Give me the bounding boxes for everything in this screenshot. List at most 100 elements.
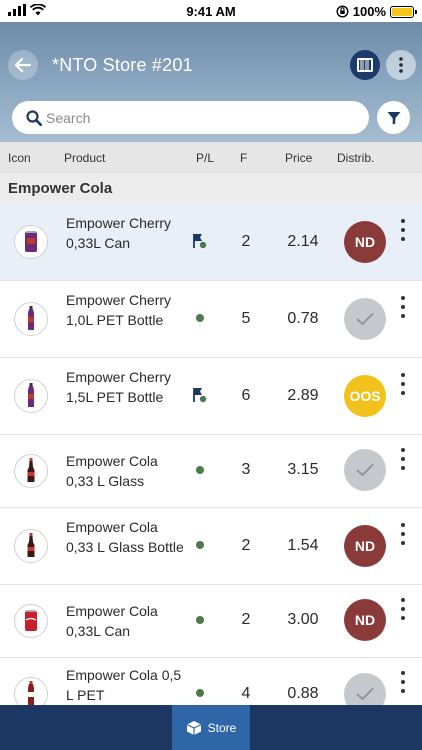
status-bar: 9:41 AM 100% [0, 0, 422, 22]
facings-value: 2 [241, 537, 251, 554]
row-menu-button[interactable] [396, 373, 410, 395]
column-price[interactable]: Price [285, 151, 313, 165]
product-name: Empower Cola 0,33L Can [66, 603, 158, 639]
facings-value: 5 [241, 310, 251, 327]
pl-indicator [192, 386, 208, 406]
battery-percent: 100% [352, 4, 386, 19]
row-menu-button[interactable] [396, 296, 410, 318]
price-value: 2.89 [287, 387, 319, 404]
bottle-icon [28, 383, 34, 407]
header: *NTO Store #201 [0, 22, 422, 142]
product-thumbnail [14, 302, 48, 336]
product-thumbnail [14, 604, 48, 638]
price-value: 2.14 [287, 233, 319, 250]
pl-dot-indicator [196, 314, 204, 322]
wifi-icon [30, 4, 46, 16]
barcode-scan-button[interactable] [350, 50, 380, 80]
glass-bottle-icon [27, 458, 35, 482]
product-name: Empower Cherry 1,0L PET Bottle [66, 292, 172, 328]
signal-icon [8, 4, 26, 16]
bottle-icon [28, 681, 34, 705]
product-name: Empower Cola 0,5 L PET [66, 667, 182, 703]
table-row[interactable]: Empower Cola 0,33L Can 2 3.00 ND [0, 585, 422, 658]
battery-icon [390, 5, 417, 18]
can-icon [25, 610, 37, 631]
back-button[interactable] [8, 50, 38, 80]
table-row[interactable]: Empower Cherry 1,5L PET Bottle 6 2.89 OO… [0, 358, 422, 435]
pl-dot-indicator [196, 689, 204, 697]
pl-indicator [192, 232, 208, 252]
distribution-badge-oos[interactable]: OOS [344, 375, 386, 417]
barcode-icon [357, 58, 373, 72]
product-name: Empower Cola 0,33 L Glass [66, 453, 158, 489]
more-options-button[interactable] [386, 50, 416, 80]
product-thumbnail [14, 529, 48, 563]
column-icon: Icon [8, 151, 31, 165]
clock: 9:41 AM [186, 4, 236, 19]
facings-value: 2 [241, 233, 251, 250]
glass-bottle-icon [27, 533, 35, 557]
search-input[interactable] [46, 109, 346, 126]
tab-store[interactable]: Store [172, 705, 250, 750]
price-value: 3.00 [287, 611, 319, 628]
distribution-badge-check[interactable] [344, 449, 386, 491]
row-menu-button[interactable] [396, 523, 410, 545]
facings-value: 2 [241, 611, 251, 628]
column-product[interactable]: Product [64, 151, 106, 165]
product-name: Empower Cola 0,33 L Glass Bottle [66, 519, 184, 555]
signal-area [8, 4, 46, 16]
row-menu-button[interactable] [396, 448, 410, 470]
product-name: Empower Cherry 0,33L Can [66, 215, 172, 251]
check-icon [356, 313, 374, 325]
search-icon [26, 109, 42, 126]
pl-dot-indicator [196, 541, 204, 549]
table-row[interactable]: Empower Cherry 0,33L Can 2 2.14 ND [0, 204, 422, 281]
distribution-badge-nd[interactable]: ND [344, 221, 386, 263]
price-value: 0.88 [287, 685, 319, 702]
distribution-badge-check[interactable] [344, 298, 386, 340]
flag-icon [193, 234, 207, 249]
column-distrib[interactable]: Distrib. [337, 151, 375, 165]
column-header: Icon Product P/L F Price Distrib. [0, 142, 422, 172]
product-name: Empower Cherry 1,5L PET Bottle [66, 369, 172, 405]
battery-area: 100% [336, 4, 417, 19]
table-row[interactable]: Empower Cola 0,33 L Glass Bottle 2 1.54 … [0, 508, 422, 585]
group-title: Empower Cola [8, 180, 113, 197]
pl-dot-indicator [196, 616, 204, 624]
table-row[interactable]: Empower Cola 0,5 L PET 4 0.88 [0, 658, 422, 705]
orientation-lock-icon [336, 5, 349, 18]
check-icon [356, 464, 374, 476]
table-row[interactable]: Empower Cherry 1,0L PET Bottle 5 0.78 [0, 281, 422, 358]
distribution-badge-check[interactable] [344, 673, 386, 705]
bottom-nav: Store [0, 705, 422, 750]
table-row[interactable]: Empower Cola 0,33 L Glass 3 3.15 [0, 435, 422, 508]
distribution-badge-nd[interactable]: ND [344, 599, 386, 641]
tab-store-label: Store [207, 720, 237, 735]
row-menu-button[interactable] [396, 671, 410, 693]
price-value: 3.15 [287, 461, 319, 478]
distribution-badge-nd[interactable]: ND [344, 525, 386, 567]
product-thumbnail [14, 677, 48, 705]
filter-button[interactable] [377, 101, 410, 134]
store-box-icon [186, 720, 201, 735]
pl-dot-indicator [196, 466, 204, 474]
column-f[interactable]: F [240, 151, 248, 165]
facings-value: 4 [241, 685, 251, 702]
price-value: 1.54 [287, 537, 319, 554]
bottle-icon [28, 306, 34, 330]
product-thumbnail [14, 454, 48, 488]
row-menu-button[interactable] [396, 598, 410, 620]
more-vertical-icon [399, 57, 403, 73]
can-icon [25, 231, 37, 252]
arrow-left-icon [15, 58, 31, 72]
filter-icon [387, 111, 400, 124]
column-pl[interactable]: P/L [196, 151, 215, 165]
price-value: 0.78 [287, 310, 319, 327]
page-title: *NTO Store #201 [52, 55, 193, 75]
facings-value: 3 [241, 461, 251, 478]
group-header: Empower Cola [0, 172, 422, 204]
search-bar[interactable] [12, 101, 369, 134]
flag-icon [193, 388, 207, 403]
row-menu-button[interactable] [396, 219, 410, 241]
check-icon [356, 688, 374, 700]
